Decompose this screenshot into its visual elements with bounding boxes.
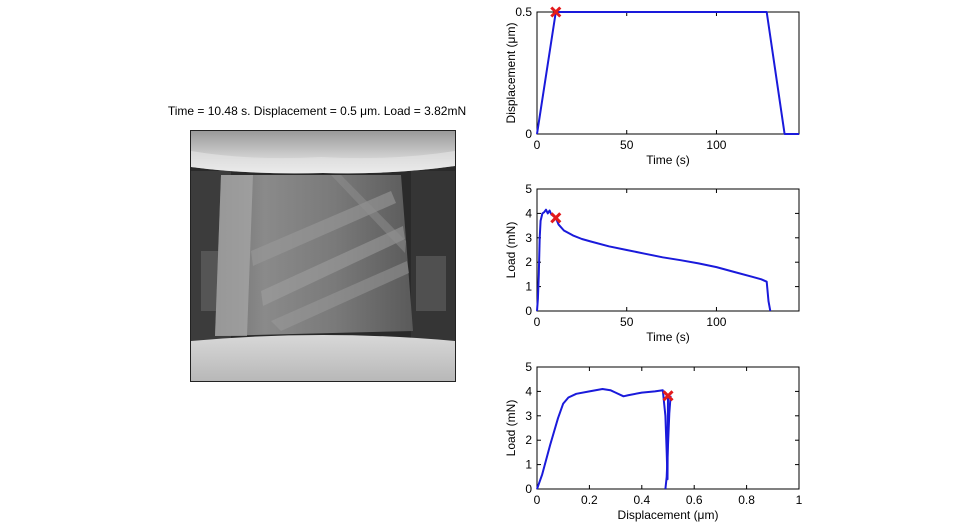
- load-displacement-xlabel: Displacement (μm): [618, 508, 719, 522]
- displacement-time-ytick-label: 0.5: [515, 5, 532, 19]
- load-time-xtick-label: 100: [706, 315, 726, 329]
- load-displacement-ytick-label: 1: [525, 458, 532, 472]
- load-displacement-xtick-label: 1: [796, 493, 803, 507]
- displacement-time-xtick-label: 100: [706, 138, 726, 152]
- load-displacement-xtick-label: 0.2: [581, 493, 598, 507]
- load-displacement-ytick-label: 5: [525, 360, 532, 374]
- load-time-xtick-label: 50: [620, 315, 634, 329]
- load-displacement-xtick-label: 0.6: [686, 493, 703, 507]
- load-time-ytick-label: 2: [525, 255, 532, 269]
- load-time-current-marker: [550, 212, 562, 224]
- load-displacement-ylabel: Load (mN): [504, 400, 518, 457]
- load-displacement-current-marker: [662, 390, 674, 402]
- load-time-plot-frame: [536, 188, 800, 312]
- load-displacement-ytick-label: 4: [525, 384, 532, 398]
- displacement-time-ylabel: Displacement (μm): [504, 23, 518, 124]
- load-time-ylabel: Load (mN): [504, 222, 518, 279]
- load-displacement-ytick-label: 2: [525, 433, 532, 447]
- load-displacement-ytick-label: 3: [525, 409, 532, 423]
- load-time-ytick-label: 3: [525, 231, 532, 245]
- micropillar-picture: [191, 131, 455, 381]
- displacement-time-plot-frame: [536, 11, 800, 135]
- load-displacement-xtick-label: 0.8: [738, 493, 755, 507]
- displacement-time-xtick-label: 50: [620, 138, 634, 152]
- load-time-xlabel: Time (s): [646, 330, 690, 344]
- load-displacement-series-line: [664, 395, 672, 490]
- load-displacement-ytick-label: 0: [525, 482, 532, 496]
- load-time-ytick-label: 5: [525, 182, 532, 196]
- displacement-time-xtick-label: 0: [534, 138, 541, 152]
- displacement-time-ytick-label: 0: [525, 127, 532, 141]
- load-displacement-plot-frame: [536, 366, 800, 490]
- load-time-ytick-label: 0: [525, 304, 532, 318]
- load-time-xtick-label: 0: [534, 315, 541, 329]
- displacement-time-xlabel: Time (s): [646, 153, 690, 167]
- displacement-time-series-line: [536, 11, 799, 135]
- load-displacement-series-line: [536, 388, 669, 490]
- load-time-ytick-label: 4: [525, 206, 532, 220]
- displacement-time-current-marker: [550, 6, 562, 18]
- load-time-series-line: [536, 208, 772, 312]
- frame-caption: Time = 10.48 s. Displacement = 0.5 μm. L…: [167, 104, 467, 118]
- load-displacement-xtick-label: 0: [534, 493, 541, 507]
- load-displacement-xtick-label: 0.4: [633, 493, 650, 507]
- load-time-ytick-label: 1: [525, 280, 532, 294]
- sem-micropillar-image: [190, 130, 456, 382]
